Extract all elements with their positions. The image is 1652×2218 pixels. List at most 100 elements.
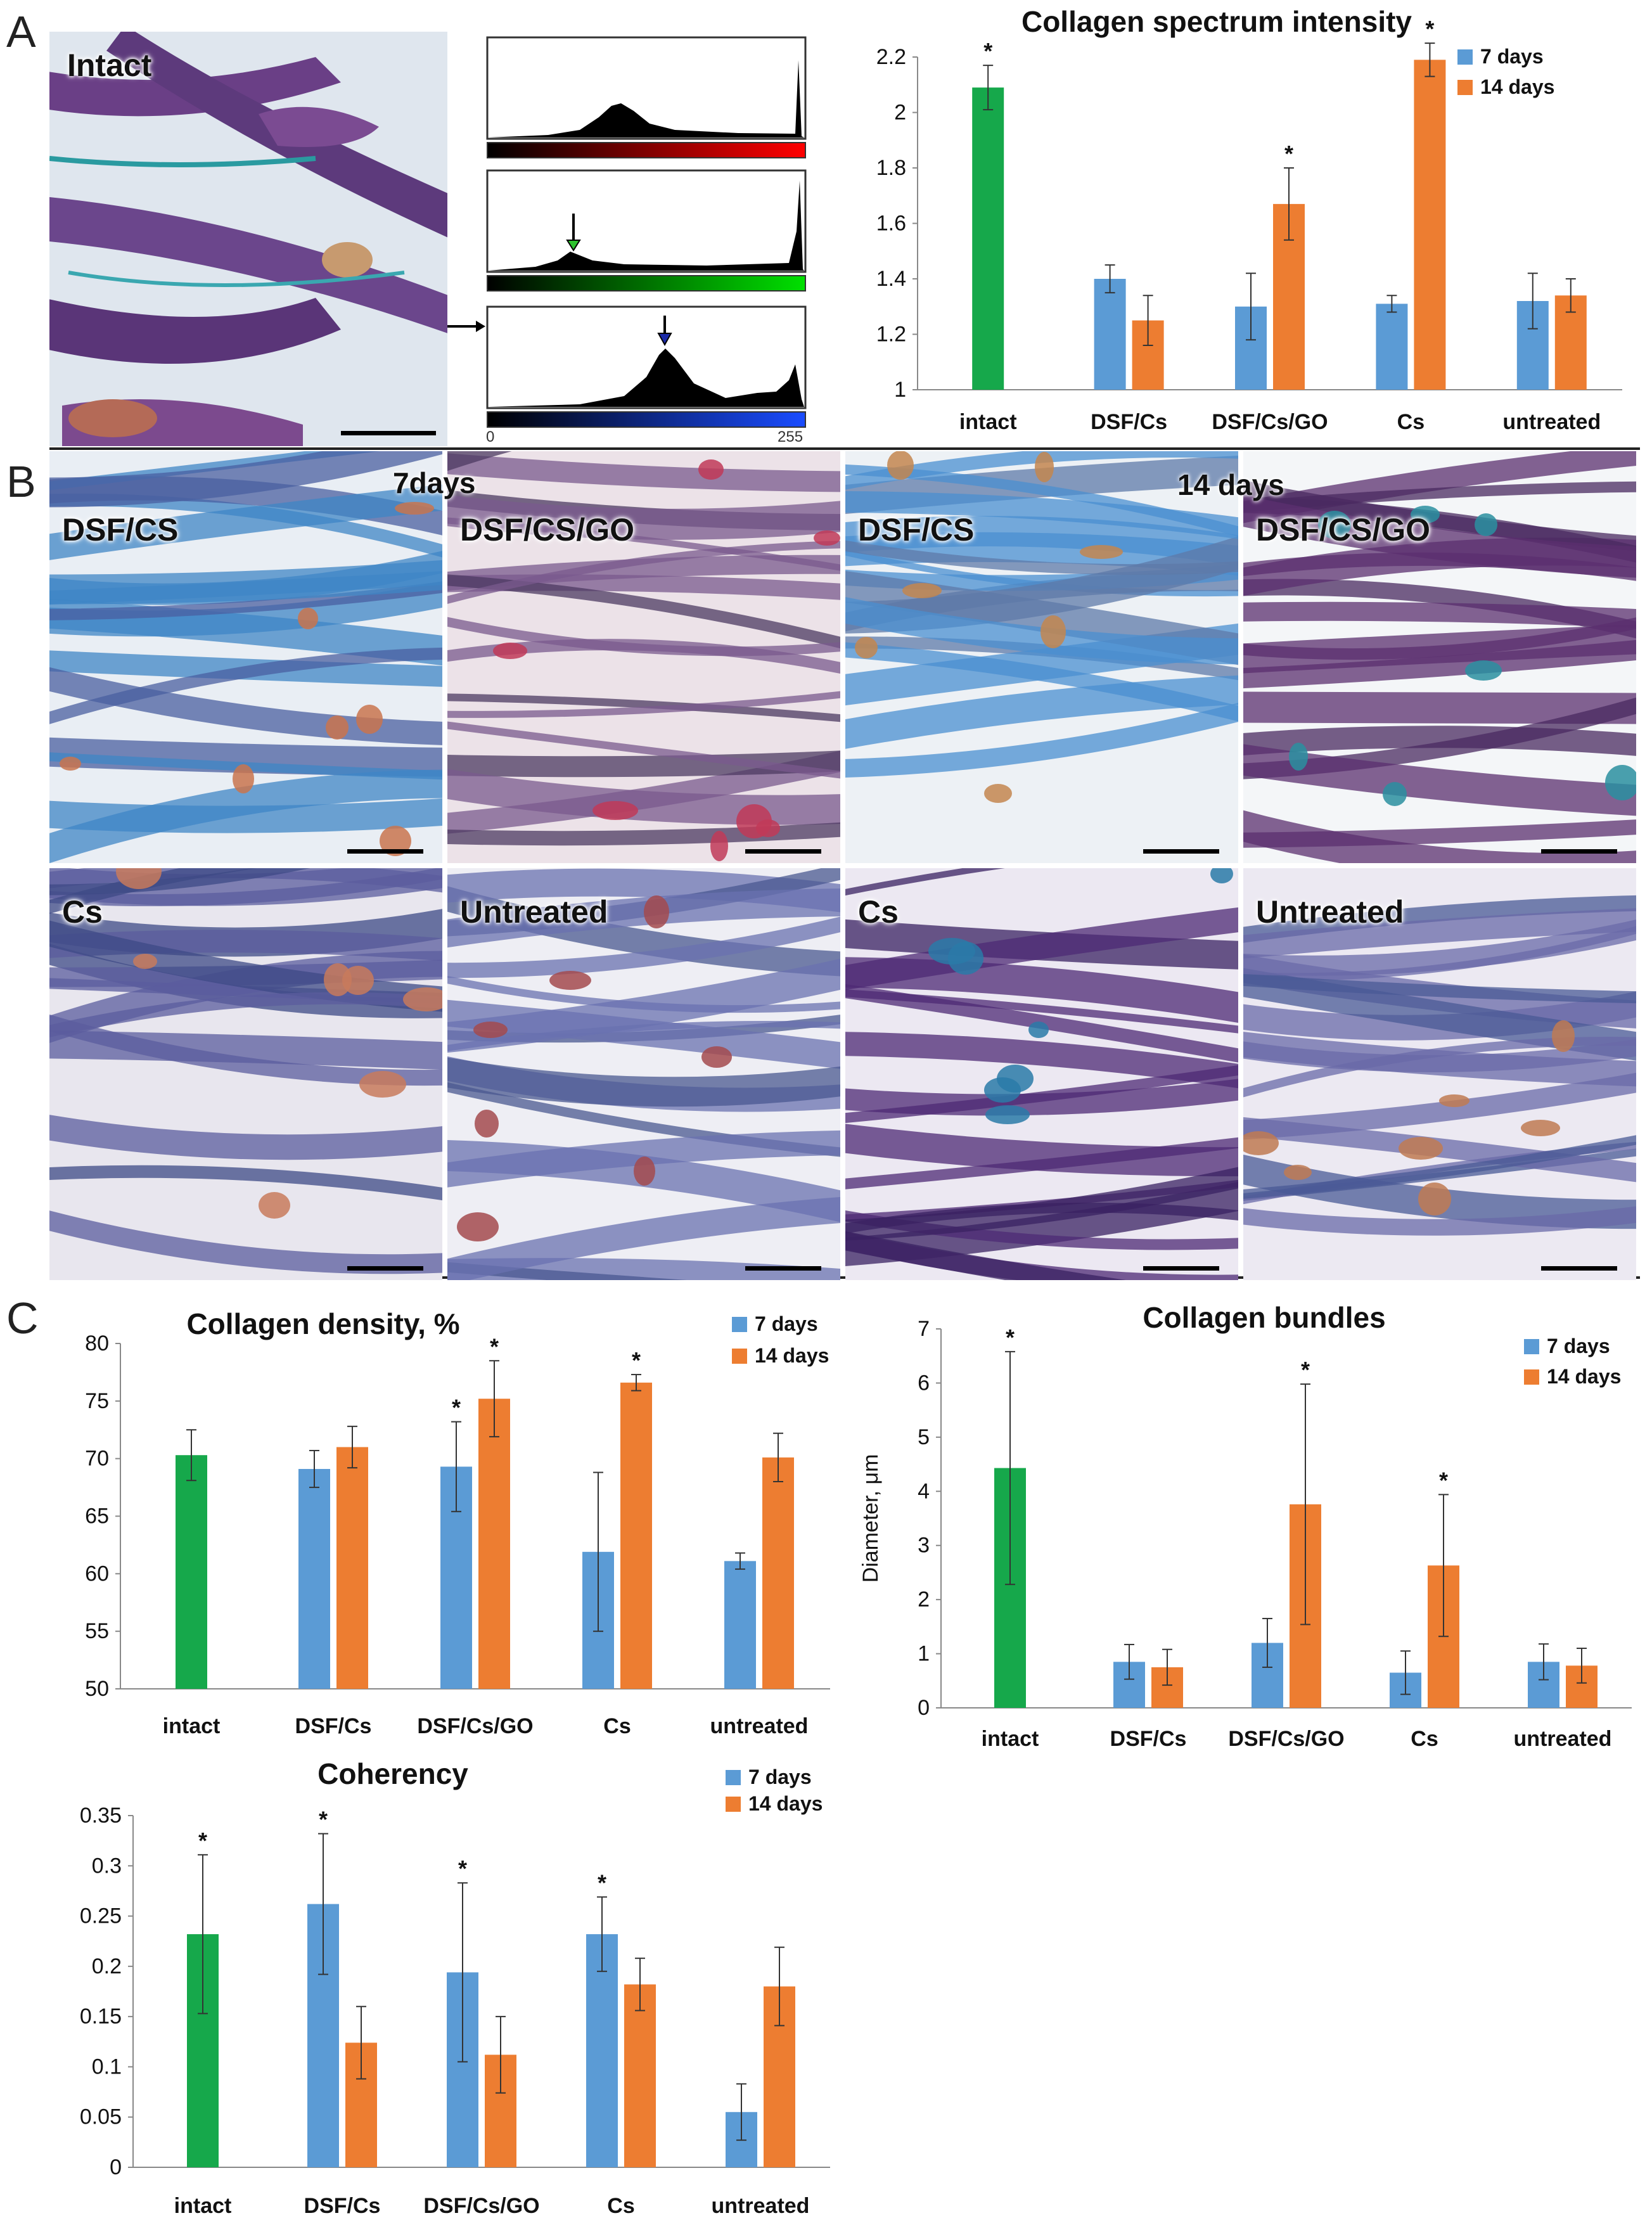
category-label: untreated — [710, 1714, 809, 1738]
micrograph-tile: Cs — [49, 868, 442, 1280]
legend-swatch-14-days — [1524, 1369, 1539, 1385]
chart-spectrum: Collagen spectrum intensity 1 1.2 1.4 1.6 1.8… — [824, 0, 1648, 447]
y-tick-label: 80 — [85, 1331, 109, 1356]
micrograph-label: DSF/CS/GO — [460, 512, 635, 548]
bar-14-days — [624, 1984, 656, 2167]
legend-swatch-14-days — [1457, 80, 1473, 95]
y-tick-label: 50 — [85, 1677, 109, 1701]
significance-star: * — [1006, 1324, 1015, 1350]
micrograph-tile: Cs — [845, 868, 1238, 1280]
micrograph-label: Untreated — [1256, 894, 1404, 930]
panel-label-b: B — [6, 457, 36, 506]
bar-14-days — [620, 1382, 652, 1689]
y-tick-label: 0.05 — [80, 2105, 122, 2129]
scale-bar — [1143, 1266, 1219, 1271]
category-label: DSF/Cs — [1110, 1727, 1187, 1751]
category-label: intact — [982, 1727, 1039, 1751]
scale-bar — [745, 1266, 821, 1271]
y-tick-label: 70 — [85, 1447, 109, 1471]
divider-top — [49, 447, 1640, 450]
legend-label-7-days: 7 days — [1480, 45, 1544, 68]
micrograph-tile: DSF/CS — [845, 451, 1238, 863]
micrograph-label: DSF/CS — [62, 512, 179, 548]
scale-bar — [341, 431, 436, 435]
legend-swatch-7-days — [726, 1770, 741, 1785]
significance-star: * — [1439, 1467, 1448, 1493]
y-tick-label: 0.15 — [80, 2004, 122, 2029]
category-label: Cs — [1411, 1727, 1438, 1751]
significance-star: * — [598, 1869, 606, 1895]
chart-title: Collagen spectrum intensity — [1021, 5, 1412, 38]
category-label: DSF/Cs/GO — [1212, 410, 1328, 434]
bar-7-days — [724, 1561, 756, 1689]
category-label: untreated — [712, 2194, 810, 2215]
y-tick-label: 1.4 — [876, 267, 906, 291]
histogram-axis-max: 255 — [778, 428, 804, 446]
bar-7-days — [1094, 279, 1126, 390]
y-axis-label: Diameter, μm — [859, 1454, 883, 1583]
y-tick-label: 1.2 — [876, 323, 906, 347]
intact-label: Intact — [67, 48, 152, 83]
y-tick-label: 60 — [85, 1561, 109, 1586]
chart-density: Collagen density, % 50 55 60 65 70 75 80 intact D… — [51, 1283, 843, 1752]
legend-label-7-days: 7 days — [1547, 1335, 1610, 1357]
y-tick-label: 0.3 — [92, 1854, 122, 1878]
micrograph-tile: DSF/CS/GO — [447, 451, 840, 863]
y-tick-label: 65 — [85, 1504, 109, 1529]
legend-swatch-14-days — [726, 1797, 741, 1812]
divider-bottom — [49, 1276, 1640, 1279]
bar-intact — [176, 1455, 207, 1689]
header-7-days: 7days — [393, 466, 476, 499]
legend-label-14-days: 14 days — [755, 1344, 829, 1367]
legend-label-14-days: 14 days — [1480, 75, 1554, 98]
scale-bar — [745, 849, 821, 854]
legend-label-7-days: 7 days — [755, 1312, 818, 1335]
y-tick-label: 0.35 — [80, 1804, 122, 1828]
arrow-right-icon — [447, 321, 485, 332]
chart-title: Collagen bundles — [1143, 1301, 1385, 1334]
micrograph-tile: DSF/CS — [49, 451, 442, 863]
bar-7-days — [1376, 304, 1408, 390]
y-tick-label: 5 — [918, 1425, 930, 1449]
category-label: DSF/Cs — [1091, 410, 1167, 434]
bar-7-days — [586, 1934, 618, 2167]
bar-14-days — [478, 1399, 510, 1689]
legend-label-14-days: 14 days — [1547, 1365, 1621, 1388]
legend-swatch-7-days — [732, 1317, 747, 1332]
histogram-green — [485, 168, 808, 298]
scale-bar — [1143, 849, 1219, 854]
chart-bundles: Collagen bundles 0 1 2 3 4 5 6 7 Diameter, μm * int… — [852, 1290, 1648, 1771]
chart-title: Coherency — [317, 1757, 468, 1790]
micrograph-label: Cs — [62, 894, 103, 930]
y-tick-label: 2.2 — [876, 45, 906, 69]
significance-star: * — [452, 1395, 461, 1421]
y-tick-label: 1 — [918, 1642, 930, 1666]
significance-star: * — [1284, 141, 1293, 167]
micrograph-tile: DSF/CS/GO — [1243, 451, 1636, 863]
y-tick-label: 0 — [110, 2155, 122, 2179]
y-tick-label: 2 — [894, 101, 906, 125]
y-tick-label: 1.8 — [876, 156, 906, 180]
y-tick-label: 3 — [918, 1534, 930, 1558]
bar-14-days — [1414, 60, 1446, 390]
y-tick-label: 6 — [918, 1371, 930, 1395]
significance-star: * — [983, 38, 992, 64]
legend-swatch-7-days — [1457, 49, 1473, 65]
histogram-axis-min: 0 — [486, 428, 495, 446]
y-tick-label: 1.6 — [876, 212, 906, 236]
significance-star: * — [490, 1333, 499, 1359]
legend-swatch-7-days — [1524, 1339, 1539, 1354]
y-tick-label: 0.25 — [80, 1904, 122, 1928]
bar-intact — [972, 87, 1004, 390]
y-tick-label: 0.2 — [92, 1954, 122, 1978]
histogram-red — [485, 35, 808, 165]
micrograph-label: DSF/CS — [858, 512, 975, 548]
legend-label-7-days: 7 days — [748, 1766, 812, 1788]
y-tick-label: 1 — [894, 378, 906, 402]
y-tick-label: 7 — [918, 1317, 930, 1341]
significance-star: * — [319, 1807, 328, 1833]
scale-bar — [1541, 1266, 1617, 1271]
significance-star: * — [1425, 16, 1434, 42]
scale-bar — [1541, 849, 1617, 854]
intact-micrograph: Intact — [49, 32, 447, 446]
